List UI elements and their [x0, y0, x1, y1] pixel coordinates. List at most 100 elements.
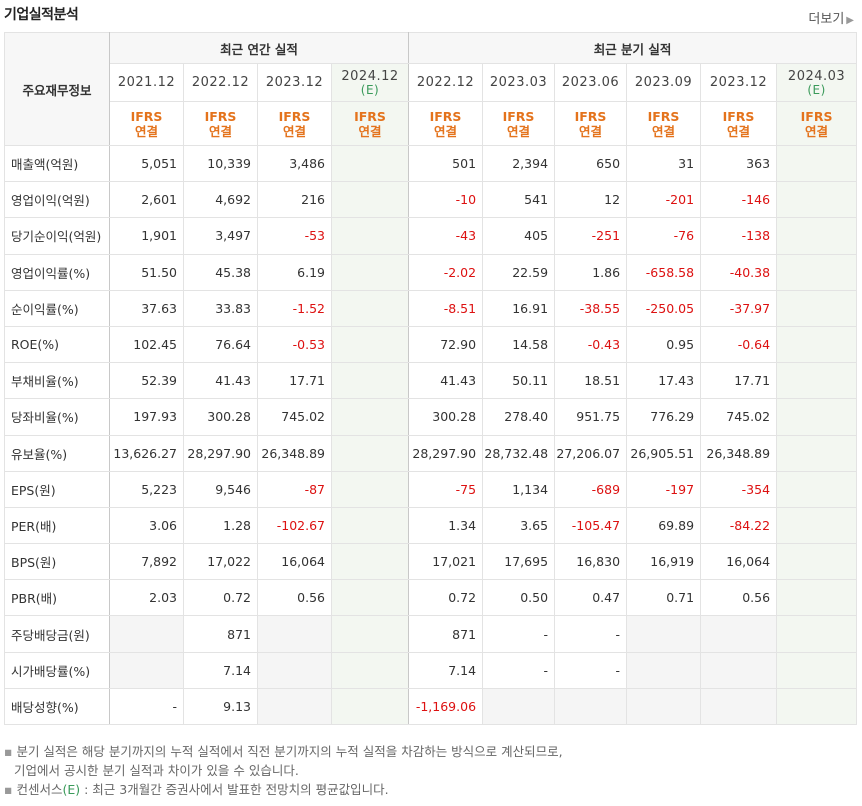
standard-header: IFRS 연결 — [554, 101, 628, 146]
table-cell — [626, 687, 702, 726]
table-cell: 45.38 — [183, 253, 258, 291]
table-cell — [776, 144, 858, 183]
row-label: 시가배당률(%) — [4, 651, 110, 689]
table-cell: 26,348.89 — [257, 434, 332, 472]
table-cell: -75 — [408, 470, 484, 508]
more-link[interactable]: 더보기 ▶ — [808, 8, 854, 27]
table-cell: 363 — [700, 144, 778, 183]
table-cell: 16,064 — [700, 543, 778, 581]
period-header: 2022.12 — [183, 63, 258, 102]
table-cell — [257, 687, 332, 726]
table-row: ROE(%) 102.45 76.64 -0.53 72.90 14.58 -0.43 0.9… — [4, 325, 858, 364]
table-cell — [109, 651, 184, 689]
table-cell: - — [109, 687, 184, 726]
table-cell: 27,206.07 — [554, 434, 628, 472]
table-cell: 2,394 — [482, 144, 556, 183]
table-cell: -354 — [700, 470, 778, 508]
table-row: 당기순이익(억원) 1,901 3,497 -53 -43 405 -251 -76 -138 — [4, 217, 858, 255]
row-label: 당좌비율(%) — [4, 398, 110, 436]
table-cell — [700, 651, 778, 689]
standard-line-1: IFRS — [722, 108, 755, 124]
table-cell: -38.55 — [554, 289, 628, 327]
table-cell: 16,064 — [257, 543, 332, 581]
table-cell: 0.47 — [554, 579, 628, 617]
table-cell: 28,732.48 — [482, 434, 556, 472]
row-label: 부채비율(%) — [4, 362, 110, 400]
table-cell — [776, 651, 858, 689]
table-cell — [776, 398, 858, 436]
standard-line-1: IFRS — [130, 108, 163, 124]
table-cell: 102.45 — [109, 325, 184, 364]
standard-line-1: IFRS — [429, 108, 462, 124]
table-cell — [330, 253, 410, 291]
period-header: 2024.03 (E) — [776, 63, 858, 102]
table-cell: 13,626.27 — [109, 434, 184, 472]
table-cell: 31 — [626, 144, 702, 183]
table-row: 영업이익률(%) 51.50 45.38 6.19 -2.02 22.59 1.86 -658… — [4, 253, 858, 291]
standard-line-2: 연결 — [134, 123, 158, 139]
period-header: 2023.06 — [554, 63, 628, 102]
table-cell: 17,021 — [408, 543, 484, 581]
table-cell: 18.51 — [554, 362, 628, 400]
table-cell: 51.50 — [109, 253, 184, 291]
standard-line-1: IFRS — [574, 108, 607, 124]
table-cell: - — [554, 651, 628, 689]
table-cell — [330, 181, 410, 219]
standard-header: IFRS 연결 — [776, 101, 858, 146]
standard-line-1: IFRS — [647, 108, 680, 124]
period-label: 2022.12 — [191, 75, 250, 90]
table-cell: 16,919 — [626, 543, 702, 581]
period-label: 2023.06 — [561, 75, 620, 90]
table-cell — [330, 217, 410, 255]
standard-line-1: IFRS — [354, 108, 386, 124]
standard-line-1: IFRS — [800, 108, 833, 124]
table-cell: 1,134 — [482, 470, 556, 508]
standard-header: IFRS 연결 — [700, 101, 778, 146]
table-cell: 22.59 — [482, 253, 556, 291]
table-cell: 300.28 — [183, 398, 258, 436]
table-cell: 9.13 — [183, 687, 258, 726]
period-label: 2023.03 — [489, 75, 548, 90]
table-cell: -251 — [554, 217, 628, 255]
note-line-3: ▪ 컨센서스(E) : 최근 3개월간 증권사에서 발표한 전망치의 평균값입니… — [4, 782, 389, 797]
table-cell — [626, 651, 702, 689]
standard-line-1: IFRS — [502, 108, 535, 124]
table-cell: 541 — [482, 181, 556, 219]
table-row: 당좌비율(%) 197.93 300.28 745.02 300.28 278.40 951… — [4, 398, 858, 436]
table-cell — [626, 615, 702, 653]
annual-group-header: 최근 연간 실적 — [108, 32, 410, 64]
table-cell — [330, 687, 410, 726]
row-label: 영업이익(억원) — [4, 181, 110, 219]
table-cell: 7.14 — [183, 651, 258, 689]
table-cell: 17.71 — [257, 362, 332, 400]
period-label: 2023.12 — [265, 75, 324, 90]
row-label: 배당성향(%) — [4, 687, 110, 726]
row-label: PER(배) — [4, 506, 110, 545]
table-cell: -197 — [626, 470, 702, 508]
table-cell: - — [482, 651, 556, 689]
table-cell — [257, 651, 332, 689]
corner-label: 주요재무정보 — [4, 32, 110, 146]
row-label: 주당배당금(원) — [4, 615, 110, 653]
standard-line-2: 연결 — [208, 123, 232, 139]
more-label: 더보기 — [808, 12, 845, 27]
table-cell: 41.43 — [183, 362, 258, 400]
table-row: 유보율(%) 13,626.27 28,297.90 26,348.89 28,297.… — [4, 434, 858, 472]
table-cell: 278.40 — [482, 398, 556, 436]
table-row: PER(배) 3.06 1.28 -102.67 1.34 3.65 -105.47 69.8… — [4, 506, 858, 545]
table-cell: 3.06 — [109, 506, 184, 545]
table-cell — [330, 651, 410, 689]
table-cell — [330, 543, 410, 581]
standard-header: IFRS 연결 — [626, 101, 702, 146]
table-cell — [776, 253, 858, 291]
table-cell: 1.86 — [554, 253, 628, 291]
period-label: 2023.09 — [634, 75, 693, 90]
table-cell: -1,169.06 — [408, 687, 484, 726]
standard-line-2: 연결 — [579, 123, 603, 139]
table-cell — [330, 362, 410, 400]
table-cell: 16,830 — [554, 543, 628, 581]
section-title: 기업실적분석 — [4, 7, 79, 23]
table-cell — [330, 579, 410, 617]
table-row: 배당성향(%) -9.13 -1,169.06 — [4, 687, 858, 726]
table-cell — [330, 398, 410, 436]
